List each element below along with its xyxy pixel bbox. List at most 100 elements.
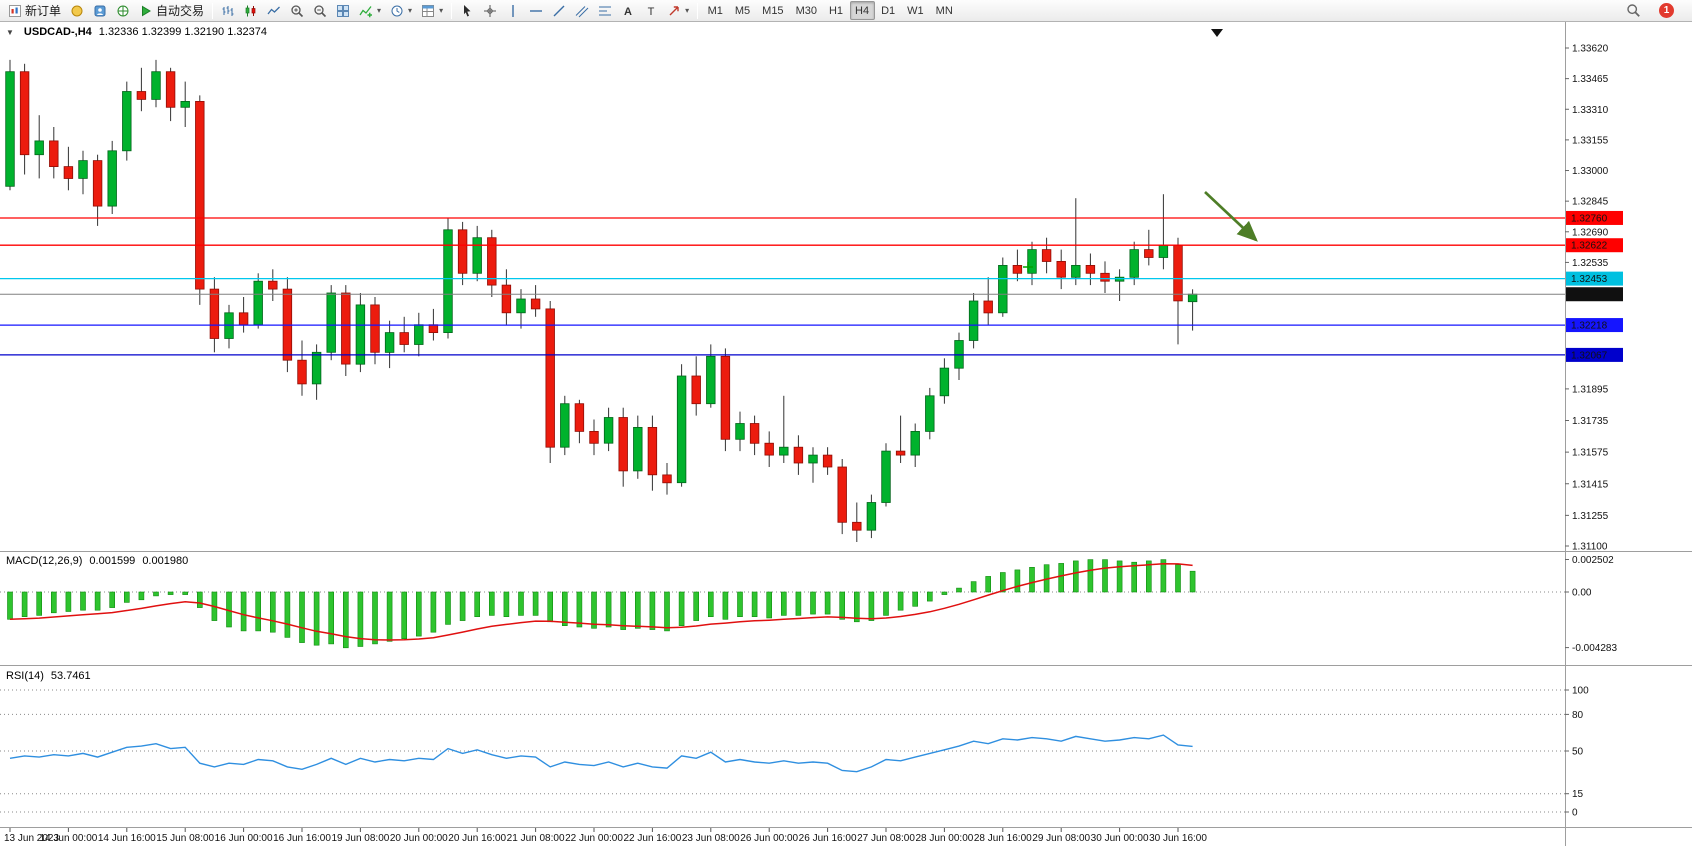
rsi-y-axis[interactable]: 100 80 50 15 0 [0,686,1589,819]
candle [209,288,220,339]
fibonacci-icon [599,6,612,15]
refresh-button[interactable] [112,1,134,20]
chart-shift-marker[interactable] [1211,29,1223,37]
line-chart-button[interactable] [263,1,285,20]
svg-text:1.32453: 1.32453 [1571,274,1608,285]
templates-icon [422,4,435,17]
panel-separators[interactable] [0,551,1692,828]
candle [370,304,380,353]
price-tag [1566,238,1623,253]
channel-tool-button[interactable] [571,1,593,20]
dropdown-caret-icon: ▾ [377,5,382,15]
timeframe-m1[interactable]: M1 [702,1,728,20]
new-order-icon [9,4,21,17]
candle [457,229,468,274]
candle [837,466,847,523]
price-tag [1566,287,1623,302]
svg-text:13 Jun 2023: 13 Jun 2023 [4,833,59,844]
cursor-icon [464,4,471,16]
candlestick-chart-icon [245,5,256,16]
candle [399,332,409,345]
macd-y-axis[interactable]: 0.002502 0.00 -0.004283 [1565,555,1617,654]
arrows-tool-button[interactable]: ▾ [663,1,693,20]
candle [881,450,891,503]
dropdown-caret-icon: ▾ [439,5,444,15]
svg-text:1.31575: 1.31575 [1572,448,1609,459]
svg-text:-0.004283: -0.004283 [1572,643,1617,654]
candle [706,355,716,405]
new-order-button[interactable]: 新订单 [4,1,65,20]
timeframe-d1[interactable]: D1 [876,1,901,20]
text-tool-button[interactable]: A [617,1,639,20]
notification-badge[interactable]: 1 [1659,3,1674,18]
price-level-lines[interactable]: 1.32760 1.32622 1.32453 1.32374 1.32218 1.320… [0,210,1623,362]
templates-button[interactable]: ▾ [417,1,447,20]
svg-text:0.00: 0.00 [1572,588,1592,599]
zoom-out-button[interactable] [309,1,331,20]
svg-text:1.31735: 1.31735 [1572,416,1609,427]
candle [925,395,935,432]
profile-icon [94,5,106,16]
candle [501,284,512,314]
candle [78,160,88,179]
cross-marker[interactable] [1023,262,1033,272]
svg-text:15: 15 [1572,789,1584,800]
trendline-tool-button[interactable] [548,1,570,20]
timeframe-m15[interactable]: M15 [757,1,789,20]
vertical-line-tool-button[interactable] [502,1,524,20]
timeframe-h4[interactable]: H4 [849,1,875,20]
svg-text:A: A [624,6,632,18]
svg-text:0.002502: 0.002502 [1572,555,1614,566]
profile-button[interactable] [89,1,111,20]
candle [866,502,877,531]
candle [1144,249,1154,258]
svg-text:29 Jun 08:00: 29 Jun 08:00 [1032,833,1090,844]
one-click-trading-toggle-icon[interactable]: ▼ [6,28,14,37]
svg-text:22 Jun 16:00: 22 Jun 16:00 [623,833,681,844]
svg-text:1.31100: 1.31100 [1572,542,1608,553]
candle [1187,293,1198,303]
label-tool-button[interactable]: T [640,1,662,20]
svg-text:1.32067: 1.32067 [1571,350,1608,361]
chart-window[interactable]: 1.33620 1.33465 1.33310 1.33155 1.33000 1.328… [0,22,1692,846]
candle [1173,245,1183,302]
timeframe-m30[interactable]: M30 [790,1,822,20]
crosshair-tool-button[interactable] [479,1,501,20]
timeframe-w1[interactable]: W1 [902,1,930,20]
candle [910,430,920,456]
chart-canvas[interactable]: 1.33620 1.33465 1.33310 1.33155 1.33000 1.328… [0,22,1692,846]
zoom-in-button[interactable] [286,1,308,20]
svg-text:0: 0 [1572,808,1578,819]
timeframe-h1[interactable]: H1 [823,1,848,20]
search-button[interactable] [1622,1,1645,20]
svg-text:27 Jun 08:00: 27 Jun 08:00 [857,833,915,844]
metaeditor-button[interactable] [66,1,88,20]
candle [516,298,526,314]
bar-chart-button[interactable] [217,1,239,20]
periods-button[interactable]: ▾ [386,1,416,20]
fibonacci-tool-button[interactable] [594,1,616,20]
price-y-axis[interactable]: 1.33620 1.33465 1.33310 1.33155 1.33000 1.328… [1565,44,1609,553]
candle [764,442,774,456]
indicators-button[interactable]: ▾ [355,1,385,20]
timeframe-m5[interactable]: M5 [729,1,755,20]
candle [19,71,30,156]
candlestick-chart-button[interactable] [240,1,262,20]
horizontal-line-tool-button[interactable] [525,1,547,20]
svg-text:15 Jun 08:00: 15 Jun 08:00 [156,833,214,844]
tile-windows-button[interactable] [332,1,354,20]
autotrading-button[interactable]: 自动交易 [135,1,208,20]
macd-signal-line [9,562,1193,641]
cursor-tool-button[interactable] [456,1,478,20]
candle [1085,264,1096,274]
timeframe-mn[interactable]: MN [930,1,958,20]
zoom-out-icon [314,4,327,17]
svg-text:1.32218: 1.32218 [1571,321,1608,332]
trend-arrow-annotation[interactable] [1204,191,1258,242]
arrows-icon [669,5,679,15]
svg-text:1.32535: 1.32535 [1572,258,1609,269]
rsi-line [9,734,1193,773]
svg-text:21 Jun 08:00: 21 Jun 08:00 [507,833,565,844]
candle [326,292,336,353]
